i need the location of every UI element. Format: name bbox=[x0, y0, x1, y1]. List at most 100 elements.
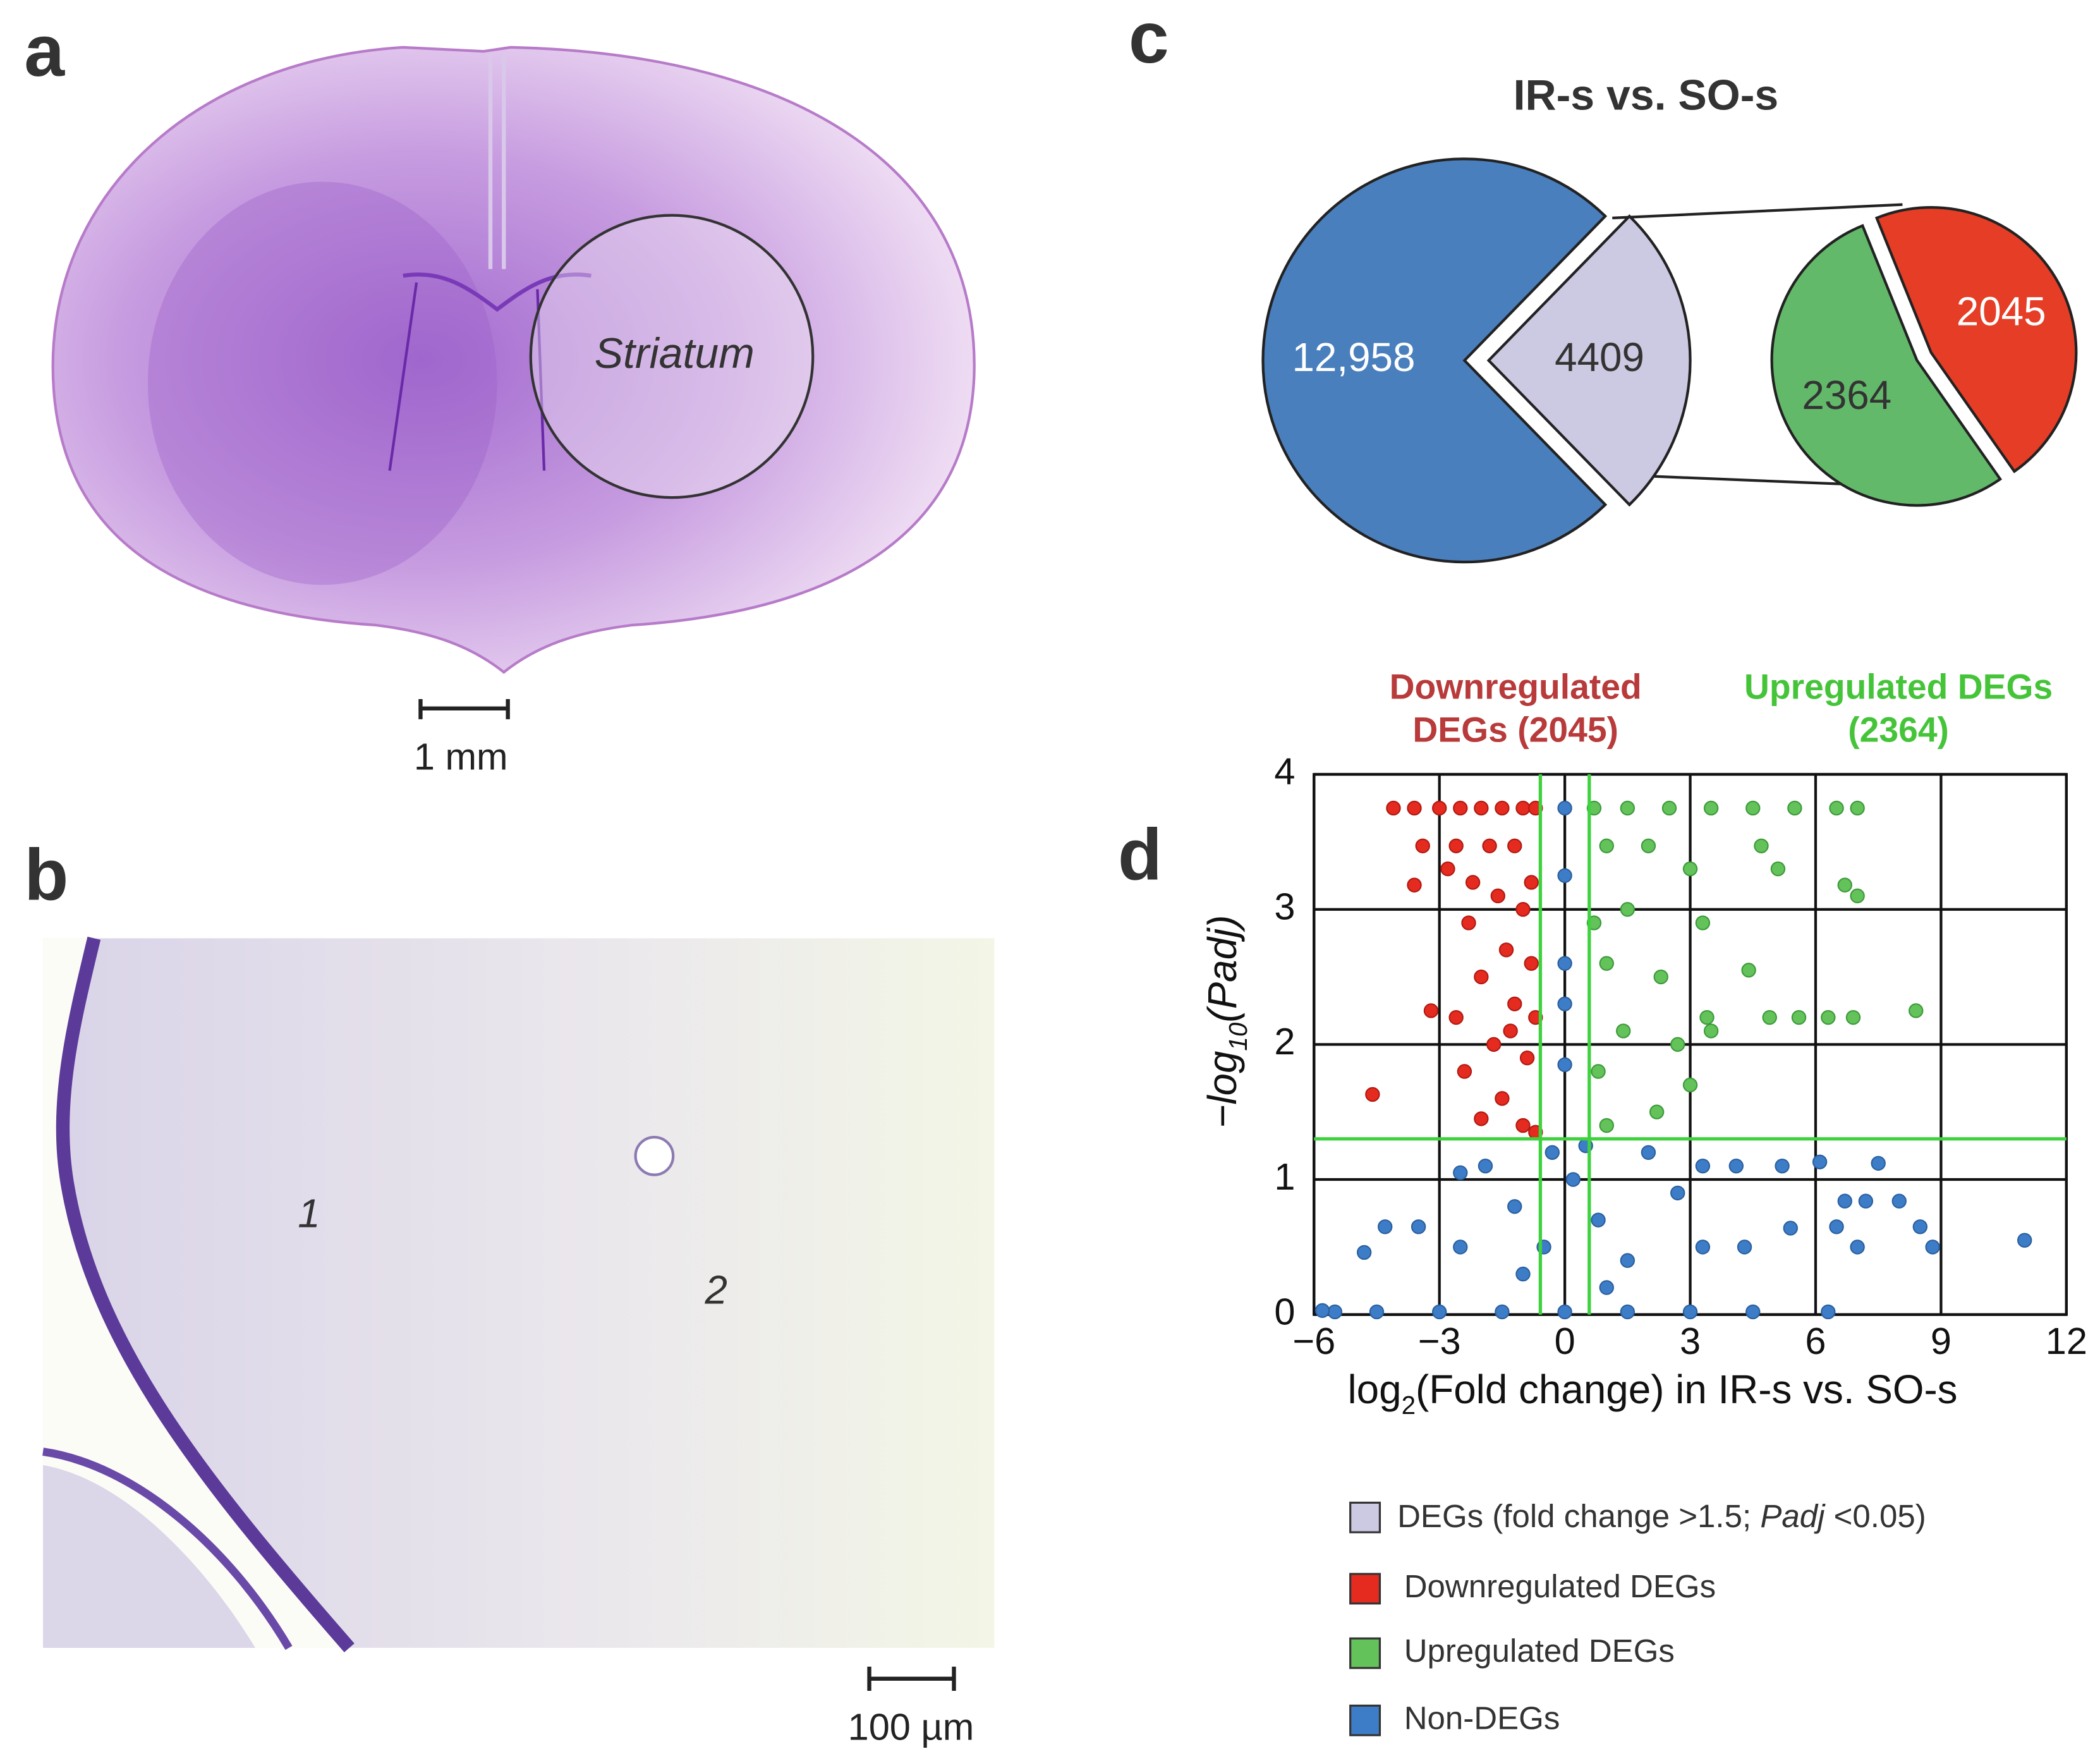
legend-swatch bbox=[1349, 1501, 1381, 1533]
x-tick-label: 3 bbox=[1680, 1320, 1701, 1362]
pie-label: 2045 bbox=[1957, 288, 2046, 334]
label-part: <0.05) bbox=[1824, 1498, 1926, 1534]
legend-label: Downregulated DEGs bbox=[1404, 1568, 1716, 1604]
label-part: log bbox=[1347, 1367, 1401, 1412]
data-point bbox=[1653, 969, 1668, 985]
data-point bbox=[1495, 1091, 1510, 1106]
x-tick-label: 0 bbox=[1555, 1320, 1575, 1362]
data-point bbox=[1557, 956, 1572, 971]
data-point bbox=[1599, 956, 1614, 971]
legend-label: Non-DEGs bbox=[1404, 1700, 1560, 1736]
data-point bbox=[1557, 1304, 1572, 1320]
data-point bbox=[1369, 1304, 1385, 1320]
data-point bbox=[1829, 1219, 1844, 1234]
data-point bbox=[1670, 1037, 1685, 1052]
y-tick-label: 2 bbox=[1274, 1020, 1295, 1063]
data-point bbox=[1457, 1064, 1472, 1079]
data-point bbox=[1440, 861, 1455, 877]
scale-bar bbox=[867, 1666, 956, 1691]
data-point bbox=[2017, 1233, 2032, 1248]
label-part: (Padj) bbox=[1199, 915, 1245, 1023]
data-point bbox=[1482, 838, 1497, 853]
data-point bbox=[1699, 1009, 1715, 1025]
data-point bbox=[1432, 1304, 1447, 1320]
data-point bbox=[1474, 800, 1489, 816]
legend-label: Upregulated DEGs bbox=[1404, 1633, 1675, 1669]
x-tick-label: 6 bbox=[1805, 1320, 1826, 1362]
x-tick-label: 9 bbox=[1931, 1320, 1951, 1362]
label-part: 2 bbox=[1402, 1391, 1416, 1420]
data-point bbox=[1461, 915, 1476, 930]
data-point bbox=[1775, 1158, 1790, 1174]
label-part: −log bbox=[1199, 1051, 1245, 1128]
data-point bbox=[1641, 1145, 1656, 1161]
pie-slice bbox=[1770, 224, 2003, 507]
brain-image bbox=[51, 46, 976, 674]
data-point bbox=[1407, 877, 1422, 893]
data-point bbox=[1620, 1304, 1636, 1320]
label: −log10(Padj) bbox=[1199, 915, 1253, 1128]
data-point bbox=[1453, 800, 1468, 816]
data-point bbox=[1448, 1009, 1464, 1025]
tissue-image bbox=[42, 936, 995, 1652]
data-point bbox=[1490, 888, 1505, 904]
legend-swatch bbox=[1349, 1637, 1381, 1669]
data-point bbox=[1695, 1240, 1711, 1255]
data-point bbox=[1557, 800, 1572, 816]
data-point bbox=[1661, 800, 1677, 816]
data-point bbox=[1791, 1009, 1807, 1025]
data-point bbox=[1850, 800, 1865, 816]
data-point bbox=[1891, 1193, 1907, 1209]
pie-slice bbox=[1261, 157, 1608, 564]
data-point bbox=[1515, 800, 1531, 816]
x-tick-label: −3 bbox=[1418, 1320, 1461, 1362]
data-point bbox=[1703, 800, 1719, 816]
data-point bbox=[1507, 996, 1522, 1011]
data-point bbox=[1411, 1219, 1426, 1234]
data-point bbox=[1812, 1154, 1828, 1169]
data-point bbox=[1565, 1172, 1581, 1187]
data-point bbox=[1682, 861, 1698, 877]
annotation: (2364) bbox=[1848, 710, 1949, 750]
data-point bbox=[1356, 1245, 1372, 1260]
data-point bbox=[1557, 996, 1572, 1011]
data-point bbox=[1695, 1158, 1711, 1174]
data-point bbox=[1745, 800, 1761, 816]
legend-swatch bbox=[1349, 1704, 1381, 1736]
data-point bbox=[1845, 1009, 1861, 1025]
data-point bbox=[1524, 875, 1539, 890]
data-point bbox=[1515, 1118, 1531, 1133]
data-point bbox=[1837, 1193, 1852, 1209]
data-point bbox=[1423, 1003, 1439, 1018]
pie-slice bbox=[1486, 214, 1692, 507]
data-point bbox=[1545, 1145, 1560, 1161]
label: log2(Fold change) in IR-s vs. SO-s bbox=[1347, 1367, 1957, 1420]
data-point bbox=[1519, 1051, 1535, 1066]
panel-label: c bbox=[1129, 0, 1169, 78]
data-point bbox=[1407, 800, 1422, 816]
data-point bbox=[1616, 1023, 1631, 1039]
data-point bbox=[1507, 838, 1522, 853]
y-tick-label: 0 bbox=[1274, 1290, 1295, 1332]
annotation: Upregulated DEGs bbox=[1744, 667, 2053, 707]
data-point bbox=[1754, 838, 1769, 853]
pie-slice bbox=[1874, 206, 2078, 473]
data-point bbox=[1515, 1266, 1531, 1282]
pie-label: 4409 bbox=[1555, 334, 1644, 380]
data-point bbox=[1620, 902, 1636, 917]
data-point bbox=[1465, 875, 1481, 890]
data-point bbox=[1378, 1219, 1393, 1234]
data-point bbox=[1599, 1280, 1614, 1295]
region-label: 1 bbox=[298, 1190, 320, 1236]
pie-label: 12,958 bbox=[1292, 334, 1415, 380]
data-point bbox=[1670, 1185, 1685, 1201]
data-point bbox=[1703, 1023, 1719, 1039]
label: DEGs (fold change >1.5; Padj <0.05) bbox=[1397, 1498, 1926, 1534]
chart-title: IR-s vs. SO-s bbox=[1514, 71, 1779, 119]
data-point bbox=[1515, 902, 1531, 917]
data-point bbox=[1821, 1304, 1836, 1320]
data-point bbox=[1327, 1304, 1343, 1320]
data-point bbox=[1783, 1221, 1798, 1236]
data-point bbox=[1728, 1158, 1744, 1174]
